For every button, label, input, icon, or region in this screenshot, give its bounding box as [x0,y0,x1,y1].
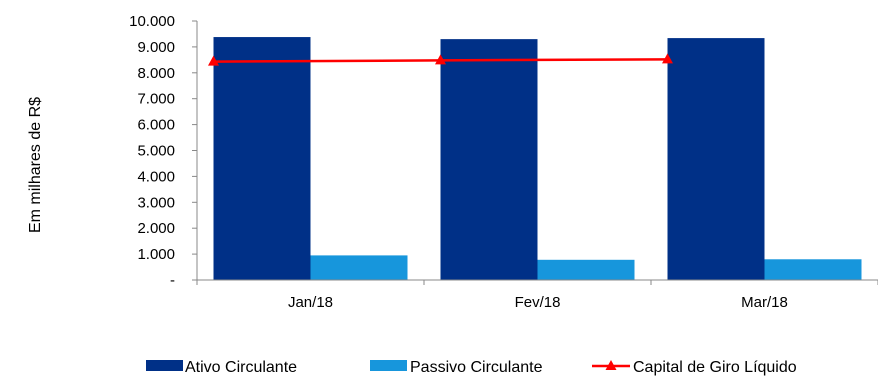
line-point-1 [208,55,219,66]
legend-label: Passivo Circulante [410,359,543,376]
legend-swatch [370,360,407,371]
legend: Ativo Circulante Passivo Circulante Capita… [146,359,797,376]
legend-label: Ativo Circulante [185,359,297,376]
line-point-2 [435,54,446,65]
y-tick-label: 4.000 [137,168,175,185]
y-tick-label: 9.000 [137,39,175,56]
legend-marker [605,360,617,370]
y-tick-label: 3.000 [137,194,175,211]
y-axis: - 1.000 2.000 3.000 4.000 5.000 6.000 7.000 8.00… [129,13,198,289]
bar-ativo-circulante-1 [213,37,311,280]
x-tick-label: Mar/18 [741,294,788,311]
legend-label: Capital de Giro Líquido [633,359,797,376]
y-axis-title: Em milhares de R$ [27,97,44,233]
line-point-3 [662,53,673,64]
y-tick-label: 5.000 [137,143,175,160]
y-tick-label: - [170,272,175,289]
x-tick-label: Fev/18 [515,294,561,311]
bar-passivo-circulante-3 [764,259,862,280]
x-axis: Jan/18 Fev/18 Mar/18 [196,279,878,311]
legend-swatch [146,360,183,371]
x-tick-label: Jan/18 [288,294,333,311]
bars [213,37,862,281]
bar-passivo-circulante-1 [310,255,408,280]
y-tick-label: 6.000 [137,117,175,134]
line-series [208,53,673,66]
bar-passivo-circulante-2 [537,259,635,280]
bar-ativo-circulante-3 [667,38,765,281]
y-tick-label: 10.000 [129,13,175,30]
y-tick-label: 8.000 [137,65,175,82]
y-tick-label: 7.000 [137,91,175,108]
y-tick-label: 2.000 [137,220,175,237]
y-tick-label: 1.000 [137,246,175,263]
bar-ativo-circulante-2 [440,39,538,280]
